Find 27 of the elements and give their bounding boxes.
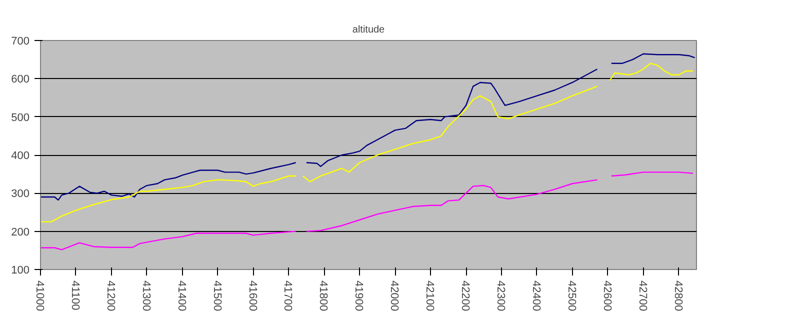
x-tick-label: 41300 <box>140 280 152 312</box>
y-tick-label: 400 <box>11 150 30 162</box>
x-tick-label: 42800 <box>672 280 684 312</box>
x-tick-label: 41700 <box>282 280 294 312</box>
y-tick-label: 600 <box>11 74 30 86</box>
y-tick-label: 700 <box>11 36 30 48</box>
x-tick-label: 42400 <box>530 280 542 312</box>
y-tick-label: 200 <box>11 226 30 238</box>
chart-title: altitude <box>352 24 386 36</box>
x-tick-label: 41500 <box>210 280 223 312</box>
y-tick-label: 300 <box>11 188 30 200</box>
y-tick-label: 500 <box>11 112 30 124</box>
x-tick-label: 42200 <box>459 280 472 312</box>
x-tick-label: 41000 <box>34 280 46 312</box>
x-tick-label: 42600 <box>600 280 613 312</box>
x-tick-label: 41200 <box>104 280 116 312</box>
x-tick-label: 42700 <box>636 280 648 312</box>
x-tick-label: 42000 <box>388 280 400 312</box>
x-tick-label: 42300 <box>494 280 506 312</box>
x-tick-label: 41900 <box>352 280 365 312</box>
x-tick-label: 42500 <box>565 280 578 312</box>
x-tick-label: 41400 <box>175 280 188 312</box>
x-tick-label: 41800 <box>317 280 330 312</box>
x-tick-label: 42100 <box>424 280 436 312</box>
y-tick-label: 100 <box>11 264 30 276</box>
x-tick-label: 41100 <box>68 280 81 310</box>
x-tick-label: 41600 <box>246 280 258 312</box>
